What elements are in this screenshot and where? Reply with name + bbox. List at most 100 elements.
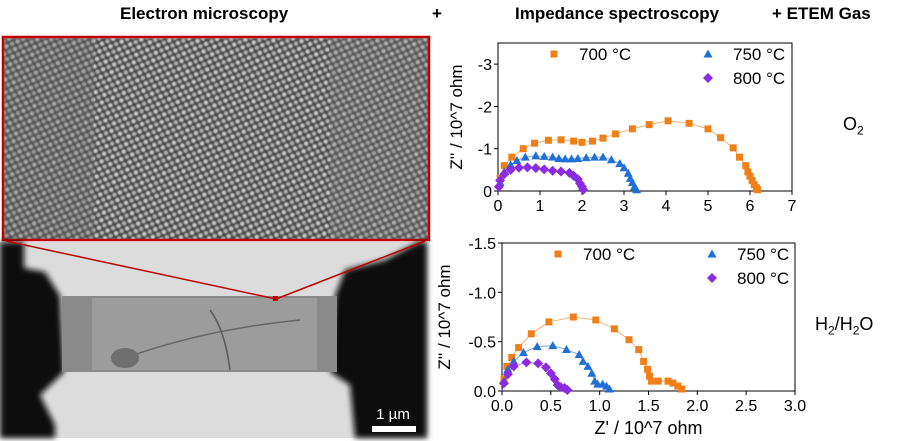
x-tick-label: 4 [662,198,671,215]
data-point [518,348,528,357]
y-tick-label: 0 [483,184,492,201]
data-point [578,356,588,365]
data-point [592,316,600,324]
y-tick-label: -2 [478,99,492,116]
impedance-chart-h2-h2o: 0.0 0.5 1.0 1.5 2.0 2.5 3.0 0.0 -0.5 -1.0 -1.5 Z'' … [435,236,806,438]
data-point [581,153,591,162]
x-tick-label: 0.5 [540,398,562,415]
data-point [547,165,558,176]
data-point [746,172,754,180]
header-etem-gas: + ETEM Gas [772,4,871,23]
scale-bar [372,426,416,432]
data-point [514,162,524,173]
data-point [545,318,553,326]
header-electron-microscopy: Electron microscopy [120,4,289,23]
x-axis-label: Z' / 10^7 ohm [595,418,703,438]
x-tick-label: 0 [494,198,503,215]
data-point [632,185,642,194]
data-point [587,368,597,377]
legend-marker [703,49,713,58]
legend-marker [707,249,717,258]
data-point [644,365,652,373]
scale-bar-label: 1 µm [376,406,410,423]
data-point [570,137,578,145]
data-point [619,163,629,172]
microscopy-panel: 1 µm [0,35,431,438]
legend-label: 700 °C [579,45,631,64]
x-tick-label: 3 [620,198,629,215]
data-point [499,169,510,180]
data-point [610,325,618,333]
data-point [704,125,712,133]
data-point [539,164,550,175]
data-point [598,152,608,161]
x-tick-label: 5 [704,198,713,215]
data-point [493,181,504,192]
data-point [506,160,516,169]
header-plus: + [432,4,442,23]
y-tick-label: -0.5 [468,335,496,352]
data-point [548,341,558,350]
y-tick-label: -1.0 [468,285,496,302]
x-tick-label: 2.5 [735,398,757,415]
data-point [612,130,620,138]
legend-label: 800 °C [733,69,785,88]
data-point [544,136,552,144]
data-point [736,153,743,161]
data-point [674,382,682,390]
zoom-line-left [5,240,277,300]
y-tick-label: -1.5 [468,236,496,253]
y-axis-label: Z'' / 10^7 ohm [447,64,466,169]
data-point [754,186,762,194]
data-point [574,178,585,189]
data-point [519,145,527,153]
data-point [664,377,672,385]
data-point [515,344,523,352]
plot-frame [497,42,793,192]
zoom-line-right [275,240,426,300]
legend-marker [703,73,713,83]
data-point [578,184,589,195]
data-point [556,166,566,177]
gas-label-o2: O2 [843,114,864,138]
hrtem-image [4,38,429,240]
data-point [645,372,653,380]
data-point [502,369,513,380]
data-point [509,356,519,365]
x-tick-label: 2.0 [686,398,708,415]
data-point [532,342,542,351]
data-point [520,152,530,161]
legend-label: 750 °C [733,45,785,64]
data-point [560,154,570,163]
data-point [530,163,541,174]
data-point [635,346,643,354]
data-point [578,138,586,146]
y-tick-label: -3 [478,57,492,74]
legend-label: 700 °C [583,245,635,264]
data-point [573,153,583,162]
data-point [748,176,756,184]
data-point [569,313,577,321]
data-point [505,164,516,175]
data-point [574,349,584,358]
x-tick-label: 6 [746,198,755,215]
data-point [567,154,576,163]
data-point [527,330,535,338]
data-point [562,385,573,396]
data-point [561,345,571,354]
data-point [664,117,672,125]
legend-marker [554,250,562,258]
x-tick-label: 3.0 [784,398,806,415]
data-point [606,155,616,164]
data-point [590,152,600,161]
legend-marker [707,273,717,283]
data-point [533,358,544,369]
data-point [625,336,633,344]
data-point [729,144,737,152]
zoom-frame [1,35,431,242]
tem-overview-image [0,242,427,438]
data-point [557,136,565,144]
data-point [645,121,653,129]
x-tick-label: 0.0 [491,398,513,415]
y-tick-label: 0.0 [474,384,496,401]
